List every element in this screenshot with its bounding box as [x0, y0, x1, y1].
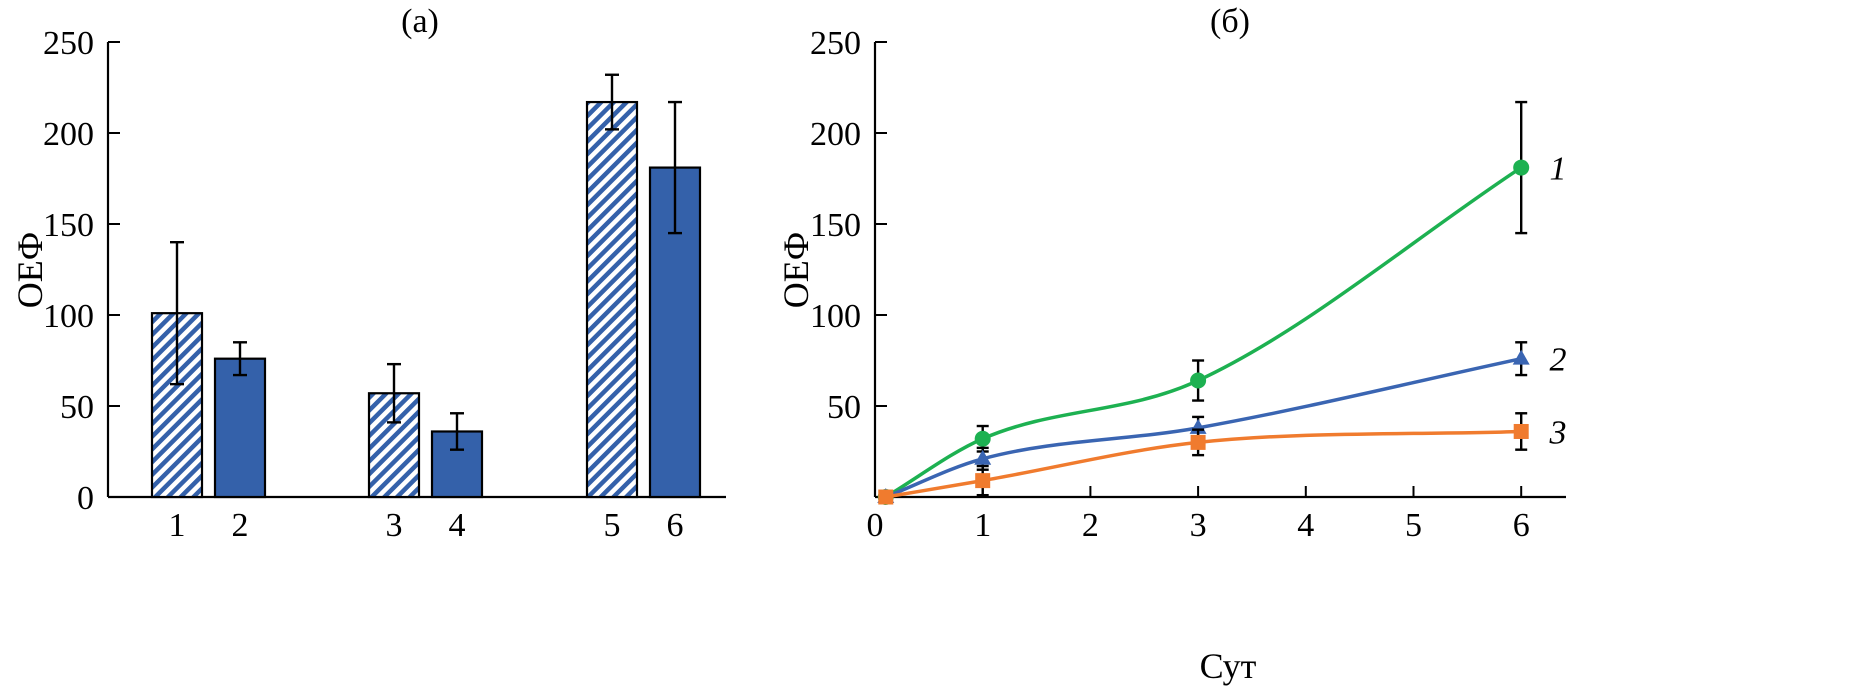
- curve-label-2: 2: [1550, 342, 1567, 379]
- x-tick-label-a: 2: [232, 507, 249, 544]
- x-tick-label-b: 3: [1190, 507, 1207, 544]
- bars-a: [150, 73, 702, 499]
- marker-triangle-2: [974, 449, 992, 465]
- x-tick-label-b: 5: [1405, 507, 1422, 544]
- curve-label-1: 1: [1550, 151, 1567, 188]
- y-tick-label-a: 250: [43, 25, 94, 62]
- curve-label-3: 3: [1549, 414, 1567, 451]
- marker-triangle-2: [1512, 349, 1530, 365]
- x-tick-label-b: 0: [867, 507, 884, 544]
- hatched-bar: [585, 100, 639, 499]
- marker-square-3: [975, 473, 991, 489]
- x-tick-label-b: 1: [974, 507, 991, 544]
- y-tick-label-b: 50: [827, 389, 861, 426]
- bar-chart-panel: (а) ОЕФ 0 50 100 150 200 250 1 2 3 4 5 6: [10, 3, 726, 544]
- y-tick-label-a: 50: [60, 389, 94, 426]
- marker-circle-1: [1190, 372, 1207, 389]
- x-axis-title-b: Сут: [1200, 646, 1257, 686]
- y-tick-label-a: 150: [43, 207, 94, 244]
- series-line-3: [885, 429, 1522, 499]
- y-tick-label-b: 100: [810, 298, 861, 335]
- x-tick-label-a: 4: [449, 507, 466, 544]
- series-b: 1 2 3: [877, 100, 1567, 505]
- marker-square-3: [1513, 423, 1529, 439]
- y-axis-title-b: ОЕФ: [776, 232, 816, 308]
- x-tick-label-a: 6: [667, 507, 684, 544]
- marker-circle-1: [1513, 159, 1530, 176]
- y-tick-label-b: 200: [810, 116, 861, 153]
- x-tick-label-a: 5: [604, 507, 621, 544]
- y-axis-title-a: ОЕФ: [10, 232, 50, 308]
- x-tick-label-b: 6: [1513, 507, 1530, 544]
- marker-square-3: [878, 489, 894, 505]
- x-tick-label-a: 1: [169, 507, 186, 544]
- y-tick-label-a: 100: [43, 298, 94, 335]
- solid-bar: [430, 430, 484, 499]
- y-tick-label-b: 150: [810, 207, 861, 244]
- panel-label-b: (б): [1210, 3, 1250, 40]
- x-tick-label-b: 4: [1297, 507, 1314, 544]
- hatched-bar: [367, 392, 421, 499]
- line-chart-panel: (б) ОЕФ Сут 50 100 150 200 250 0 1 2 3 4 5 6 1 2 3: [776, 3, 1567, 686]
- x-tick-label-a: 3: [386, 507, 403, 544]
- series-line-2: [885, 356, 1522, 499]
- solid-bar: [213, 357, 267, 499]
- panel-label-a: (а): [401, 3, 439, 40]
- axes-b: 50 100 150 200 250 0 1 2 3 4 5 6: [810, 25, 1566, 544]
- y-tick-label-a: 0: [77, 480, 94, 517]
- x-tick-label-b: 2: [1082, 507, 1099, 544]
- marker-circle-1: [974, 430, 991, 447]
- series-line-1: [884, 166, 1523, 499]
- marker-square-3: [1190, 434, 1206, 450]
- y-tick-label-a: 200: [43, 116, 94, 153]
- y-tick-label-b: 250: [810, 25, 861, 62]
